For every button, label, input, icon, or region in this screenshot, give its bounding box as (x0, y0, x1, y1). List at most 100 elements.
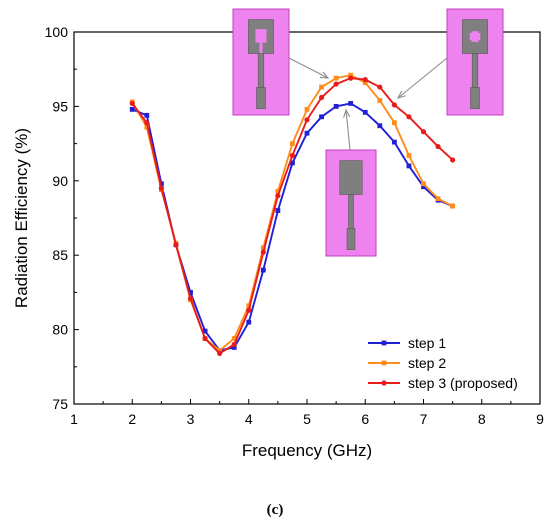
step-2-inset-pointer (288, 57, 330, 79)
x-tick-label: 6 (361, 411, 369, 427)
series-step-2-point (304, 106, 310, 112)
series-step-3-proposed-point (420, 129, 427, 135)
legend-label: step 1 (408, 335, 446, 351)
series-step-2-point (421, 181, 426, 187)
y-tick-label: 95 (52, 98, 68, 114)
series-step-1-point (348, 101, 354, 106)
series-step-3-proposed-point (260, 249, 266, 255)
series-step-3-proposed-point (391, 102, 397, 108)
series-step-2-line (131, 74, 454, 352)
series-step-3-proposed-point (231, 341, 237, 348)
inset-feed-port (346, 228, 356, 250)
antenna-insets (232, 8, 504, 257)
inset-feed-line (257, 53, 265, 88)
series-step-3-proposed (129, 75, 456, 357)
series-step-3-proposed-point (173, 242, 179, 248)
series-step-2-point (377, 98, 383, 103)
axes: 1 2 3 4 5 6 7 8 9 75 80 85 90 95 100 Frequency (GHz) Rad… (12, 24, 544, 460)
series-step-1-point (377, 123, 383, 129)
series-step-1-point (333, 104, 339, 109)
x-axis-title: Frequency (GHz) (242, 441, 372, 460)
series-step-1-point (129, 106, 135, 112)
series-step-2-point (435, 196, 441, 202)
x-tick-label: 9 (536, 411, 544, 427)
series-step-2-point (406, 153, 412, 158)
series-step-3-proposed-point (202, 335, 208, 342)
x-tick-label: 7 (420, 411, 428, 427)
x-tick-label: 3 (187, 411, 195, 427)
inset-feed-line (471, 53, 479, 88)
series-step-2-point (348, 72, 354, 78)
plot-series (129, 72, 456, 357)
series-step-3-proposed-point (289, 152, 296, 159)
series-step-1-point (246, 319, 252, 325)
series-step-3-proposed-point (318, 94, 325, 101)
legend-marker (381, 380, 387, 386)
series-step-2-point (319, 84, 324, 90)
series-step-2-point (391, 120, 397, 126)
series-step-3-proposed-point (348, 75, 354, 81)
inset-pointer-head (343, 108, 351, 118)
series-step-3-proposed-point (450, 157, 456, 163)
series-step-2-point (275, 188, 281, 194)
figure-caption: (c) (266, 502, 284, 518)
series-step-2-point (450, 203, 456, 209)
inset-pointer-line (345, 109, 351, 151)
inset-pointer-line (288, 57, 329, 79)
series-step-3-proposed-point (144, 120, 150, 126)
inset-square-slot (255, 29, 267, 43)
series-step-1-point (362, 109, 368, 115)
step-3-inset-pointer (396, 57, 448, 99)
series-step-1-point (158, 181, 164, 187)
series-step-1-point (260, 267, 266, 273)
y-tick-label: 85 (52, 247, 68, 263)
inset-feed-port (256, 87, 266, 109)
inset-feed-line (348, 194, 354, 229)
series-step-1-line (131, 102, 453, 352)
inset-feed-port (470, 87, 480, 109)
x-tick-label: 1 (70, 411, 78, 427)
series-step-1-point (188, 290, 193, 295)
series-step-3-proposed-point (275, 193, 281, 199)
series-step-1-point (290, 160, 295, 166)
series-step-3-proposed-point (377, 84, 383, 90)
series-step-3-proposed-line (131, 77, 454, 355)
series-step-1-point (144, 112, 150, 118)
series-step-1 (129, 101, 456, 353)
legend-label: step 3 (proposed) (408, 375, 518, 391)
series-step-1-point (304, 130, 310, 136)
legend: step 1 step 2 step 3 (proposed) (368, 335, 518, 391)
step-1-antenna-inset (325, 149, 377, 257)
x-tick-label: 5 (303, 411, 311, 427)
series-step-2-point (217, 348, 223, 353)
series-step-1-point (406, 163, 412, 169)
series-step-2-point (260, 245, 266, 251)
series-step-2-point (144, 124, 150, 130)
legend-label: step 2 (408, 355, 446, 371)
step-1-inset-pointer (343, 108, 351, 151)
series-step-2-point (246, 303, 252, 309)
series-step-3-proposed-point (406, 114, 412, 120)
legend-marker (381, 360, 387, 366)
inset-pointer-head (396, 90, 406, 99)
legend-marker (381, 340, 387, 346)
series-step-1-point (275, 208, 281, 213)
series-step-3-proposed-point (246, 307, 252, 313)
x-tick-label: 8 (478, 411, 486, 427)
step-3-antenna-inset (446, 8, 504, 116)
series-step-3-proposed-point (129, 100, 135, 107)
x-tick-label: 2 (128, 411, 136, 427)
series-step-2-point (333, 75, 339, 81)
series-step-1-point (319, 114, 324, 120)
series-step-3-proposed-point (333, 81, 339, 87)
inset-pointer-line (397, 57, 448, 99)
series-step-3-proposed-point (158, 185, 164, 191)
series-step-1-point (391, 139, 397, 145)
y-tick-label: 75 (52, 396, 68, 412)
series-step-1-point (202, 328, 208, 334)
y-tick-label: 80 (52, 322, 68, 338)
y-tick-label: 100 (45, 24, 69, 40)
series-step-3-proposed-point (362, 77, 368, 83)
inset-slot-gap (259, 42, 263, 54)
series-step-3-proposed-point (187, 295, 194, 301)
